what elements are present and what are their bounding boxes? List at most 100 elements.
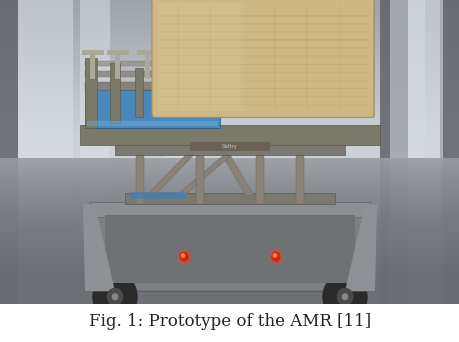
Circle shape [177, 249, 190, 264]
Bar [379, 0, 407, 304]
Bar [115, 140, 344, 156]
Bar [208, 5, 211, 109]
Bar [85, 57, 97, 128]
Circle shape [341, 294, 347, 300]
Bar [157, 71, 367, 73]
Bar [0, 232, 459, 304]
Circle shape [271, 252, 279, 261]
Bar [157, 64, 367, 65]
Bar [0, 267, 459, 304]
Bar [0, 248, 459, 304]
Polygon shape [85, 205, 374, 291]
Bar [0, 228, 459, 304]
Bar [0, 256, 459, 304]
Bar [80, 125, 379, 145]
Bar [407, 0, 442, 304]
FancyBboxPatch shape [151, 0, 373, 117]
Bar [0, 186, 459, 304]
Bar [0, 271, 459, 304]
Bar [0, 193, 459, 304]
Bar [157, 104, 367, 105]
Bar [338, 5, 340, 109]
Bar [0, 252, 459, 304]
Bar [0, 236, 459, 304]
Bar [0, 197, 459, 304]
Polygon shape [176, 145, 243, 196]
Bar [87, 121, 218, 126]
Bar [0, 217, 459, 304]
Circle shape [273, 254, 276, 257]
Bar [137, 50, 159, 55]
Bar [107, 50, 129, 55]
Bar [157, 31, 367, 33]
Bar [389, 0, 424, 304]
Bar [130, 193, 185, 199]
Bar [196, 145, 203, 205]
Bar [0, 224, 459, 304]
Bar [306, 5, 308, 109]
Polygon shape [216, 145, 253, 196]
Bar [159, 4, 374, 118]
Bar [82, 50, 104, 55]
Bar [295, 145, 303, 205]
Bar [85, 90, 219, 128]
Bar [0, 209, 459, 304]
Bar [105, 215, 354, 282]
Bar [80, 0, 110, 304]
Polygon shape [83, 205, 115, 291]
Bar [115, 52, 120, 79]
Bar [85, 61, 206, 66]
Bar [134, 68, 143, 117]
Polygon shape [344, 205, 376, 291]
Ellipse shape [93, 293, 137, 305]
Bar [90, 52, 95, 79]
Bar [0, 263, 459, 304]
Bar [157, 23, 367, 25]
Bar [273, 5, 275, 109]
Bar [0, 0, 18, 304]
Circle shape [93, 273, 137, 321]
Circle shape [180, 252, 188, 261]
Ellipse shape [322, 293, 366, 305]
Circle shape [181, 254, 184, 257]
Circle shape [322, 273, 366, 321]
Bar [157, 55, 367, 57]
Circle shape [112, 294, 118, 300]
Bar [125, 194, 334, 205]
Circle shape [107, 288, 123, 305]
Bar [157, 88, 367, 89]
Bar [0, 158, 459, 304]
Circle shape [336, 288, 352, 305]
Text: Fig. 1: Prototype of the AMR [11]: Fig. 1: Prototype of the AMR [11] [89, 313, 370, 330]
Bar [157, 15, 367, 17]
Bar [136, 145, 144, 205]
Bar [0, 201, 459, 304]
Circle shape [269, 249, 282, 264]
Bar [0, 244, 459, 304]
Bar [157, 3, 244, 111]
Bar [0, 174, 459, 304]
Bar [0, 178, 459, 304]
Bar [0, 205, 459, 304]
Bar [18, 0, 73, 304]
Bar [190, 142, 269, 151]
Bar [165, 0, 185, 304]
Polygon shape [146, 145, 203, 196]
Bar [0, 240, 459, 304]
Bar [0, 182, 459, 304]
Bar [157, 96, 367, 97]
Bar [0, 260, 459, 304]
Bar [145, 52, 150, 79]
Bar [85, 81, 206, 90]
Text: Gettry: Gettry [222, 144, 237, 149]
Bar [85, 71, 206, 77]
Bar [0, 189, 459, 304]
Bar [0, 170, 459, 304]
Bar [0, 221, 459, 304]
Bar [439, 0, 459, 304]
Bar [0, 166, 459, 304]
Bar [0, 162, 459, 304]
Bar [256, 145, 263, 205]
Bar [157, 80, 367, 81]
Bar [110, 63, 120, 123]
